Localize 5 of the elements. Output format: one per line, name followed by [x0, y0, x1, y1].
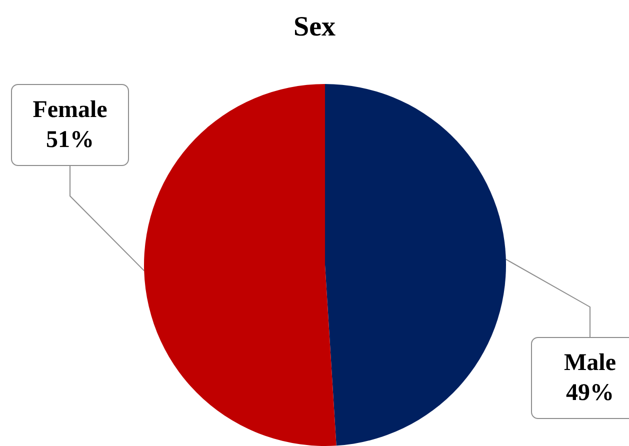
chart-title: Sex: [294, 12, 336, 42]
slice-label: Female: [32, 97, 108, 123]
data-label: 49%: [566, 380, 614, 406]
data-label: 51%: [46, 127, 94, 153]
slice-label: Male: [564, 350, 616, 376]
